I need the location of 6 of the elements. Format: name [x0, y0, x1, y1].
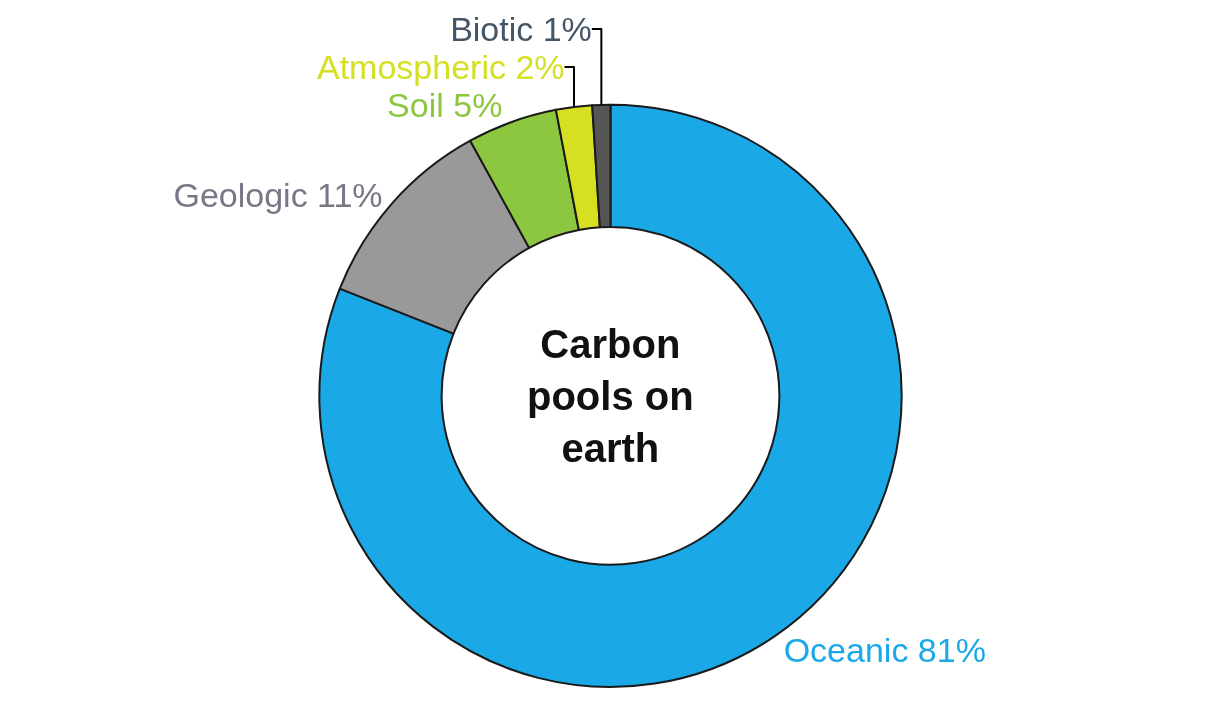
- slice-label: Geologic 11%: [173, 176, 383, 214]
- slice-label: Atmospheric 2%: [316, 48, 565, 87]
- slice-label: Soil 5%: [387, 86, 503, 125]
- text: Carbon pools on earth: [527, 322, 694, 470]
- slice-label: Biotic 1%: [450, 10, 592, 49]
- slice-label: Oceanic 81%: [783, 630, 986, 669]
